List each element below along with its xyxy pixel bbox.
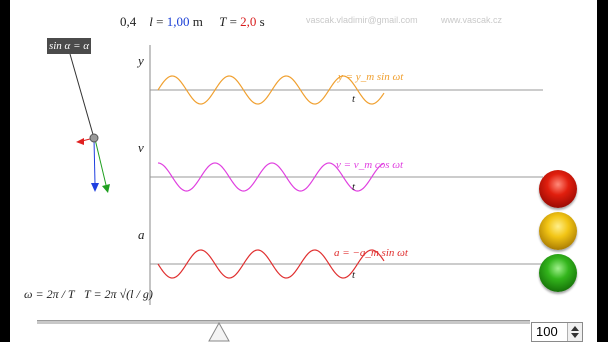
length-value: 1,00	[166, 14, 190, 29]
period-unit: s	[259, 14, 265, 29]
v-equation: v = v_m cos ωt	[336, 159, 404, 171]
length-unit: m	[192, 14, 203, 29]
y-waveform	[157, 75, 385, 105]
amplitude-value: 0,4	[120, 14, 137, 29]
stepper-arrows[interactable]	[567, 323, 582, 341]
y-axis-label: y	[138, 53, 144, 68]
a-axis-label: a	[138, 227, 145, 242]
yellow-button[interactable]	[539, 212, 577, 250]
top-parameter-bar: 0,4 l = 1,00 m T = 2,0 s	[120, 14, 265, 30]
graphs-area	[149, 45, 543, 305]
speed-stepper[interactable]: 100	[531, 322, 583, 342]
omega-formula: ω = 2π / T	[24, 287, 75, 301]
acceleration-arrow	[94, 138, 107, 186]
acceleration-arrowhead	[102, 184, 110, 193]
length-label: l	[149, 14, 153, 29]
speed-slider-track[interactable]	[37, 320, 530, 324]
period-equals: =	[229, 14, 241, 29]
a-waveform	[157, 249, 385, 279]
force-arrowhead	[76, 138, 84, 145]
green-button[interactable]	[539, 254, 577, 292]
period-value: 2,0	[240, 14, 257, 29]
y-time-label: t	[352, 93, 356, 105]
v-waveform	[157, 162, 385, 192]
a-time-label: t	[352, 269, 356, 281]
stepper-down-icon[interactable]	[571, 333, 579, 338]
simulation-stage: 0,4 l = 1,00 m T = 2,0 s vascak.vladimir…	[10, 0, 597, 342]
approximation-badge: sin α = α	[47, 38, 91, 54]
period-formula: T = 2π √(l / g)	[84, 287, 153, 301]
velocity-arrow	[93, 138, 96, 185]
stepper-up-icon[interactable]	[571, 326, 579, 331]
length-equals: =	[156, 14, 167, 29]
v-axis-label: v	[138, 140, 144, 155]
period-label: T	[219, 14, 227, 29]
speed-slider-thumb[interactable]	[208, 322, 230, 342]
y-equation: y = y_m sin ωt	[338, 71, 404, 83]
velocity-arrowhead	[91, 183, 99, 192]
v-time-label: t	[352, 181, 356, 193]
pendulum-diagram	[69, 53, 110, 193]
site-watermark: www.vascak.cz	[441, 15, 503, 25]
email-watermark: vascak.vladimir@gmail.com	[306, 15, 418, 25]
stepper-value[interactable]: 100	[536, 324, 558, 339]
pendulum-string	[69, 53, 95, 139]
pendulum-bob	[89, 133, 99, 143]
red-button[interactable]	[539, 170, 577, 208]
a-equation: a = −a_m sin ωt	[334, 247, 408, 259]
